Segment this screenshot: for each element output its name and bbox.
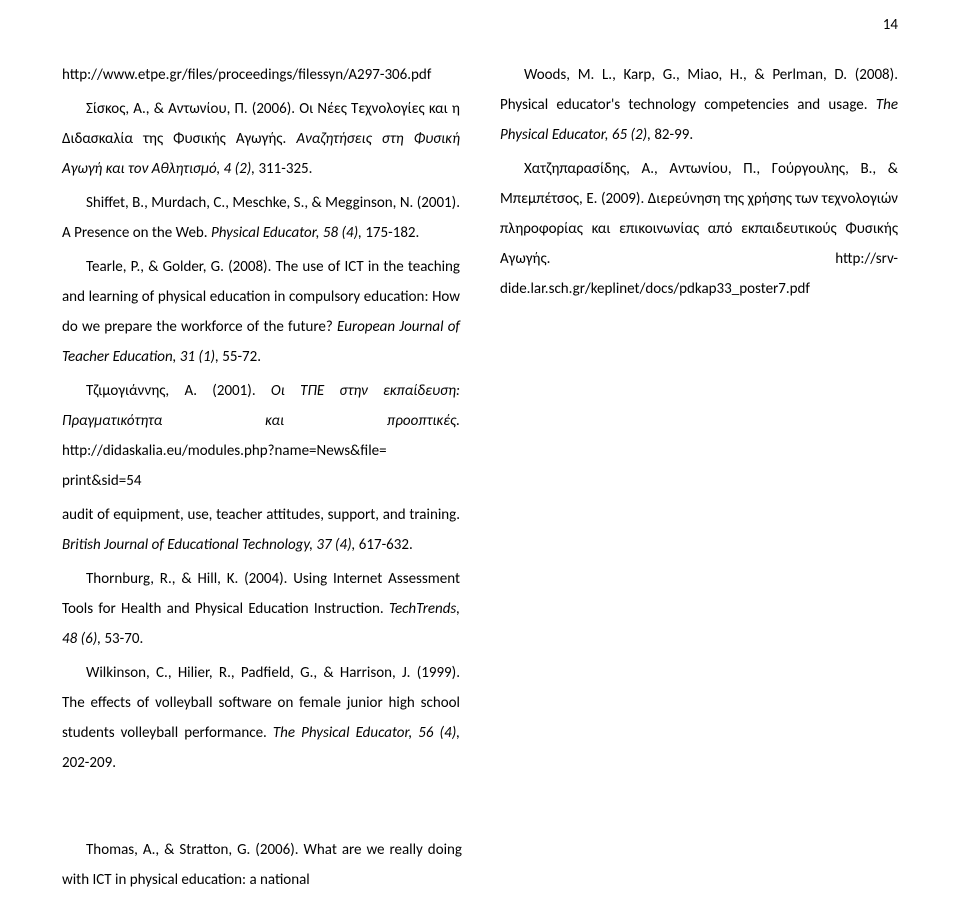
reference-entry: Thornburg, R., & Hill, K. (2004). Using … (62, 564, 460, 654)
reference-entry: Woods, M. L., Karp, G., Miao, H., & Perl… (500, 60, 898, 150)
reference-entry: Τζιμογιάννης, Α. (2001). Οι ΤΠΕ στην εκπ… (62, 376, 460, 496)
reference-entry: Shiffet, B., Murdach, C., Meschke, S., &… (62, 188, 460, 248)
reference-entry: Tearle, P., & Golder, G. (2008). The use… (62, 252, 460, 372)
reference-entry: Σίσκος, Α., & Αντωνίου, Π. (2006). Οι Νέ… (62, 94, 460, 184)
reference-entry: audit of equipment, use, teacher attitud… (62, 500, 460, 560)
references-column-container: http://www.etpe.gr/files/proceedings/fil… (62, 60, 898, 800)
reference-entry: Wilkinson, C., Hilier, R., Padfield, G.,… (62, 658, 460, 778)
reference-entry: Χατζηπαρασίδης, Α., Αντωνίου, Π., Γούργο… (500, 154, 898, 304)
reference-entry: http://www.etpe.gr/files/proceedings/fil… (62, 60, 460, 90)
page-number: 14 (883, 16, 898, 34)
footer-reference: Thomas, A., & Stratton, G. (2006). What … (62, 835, 462, 895)
